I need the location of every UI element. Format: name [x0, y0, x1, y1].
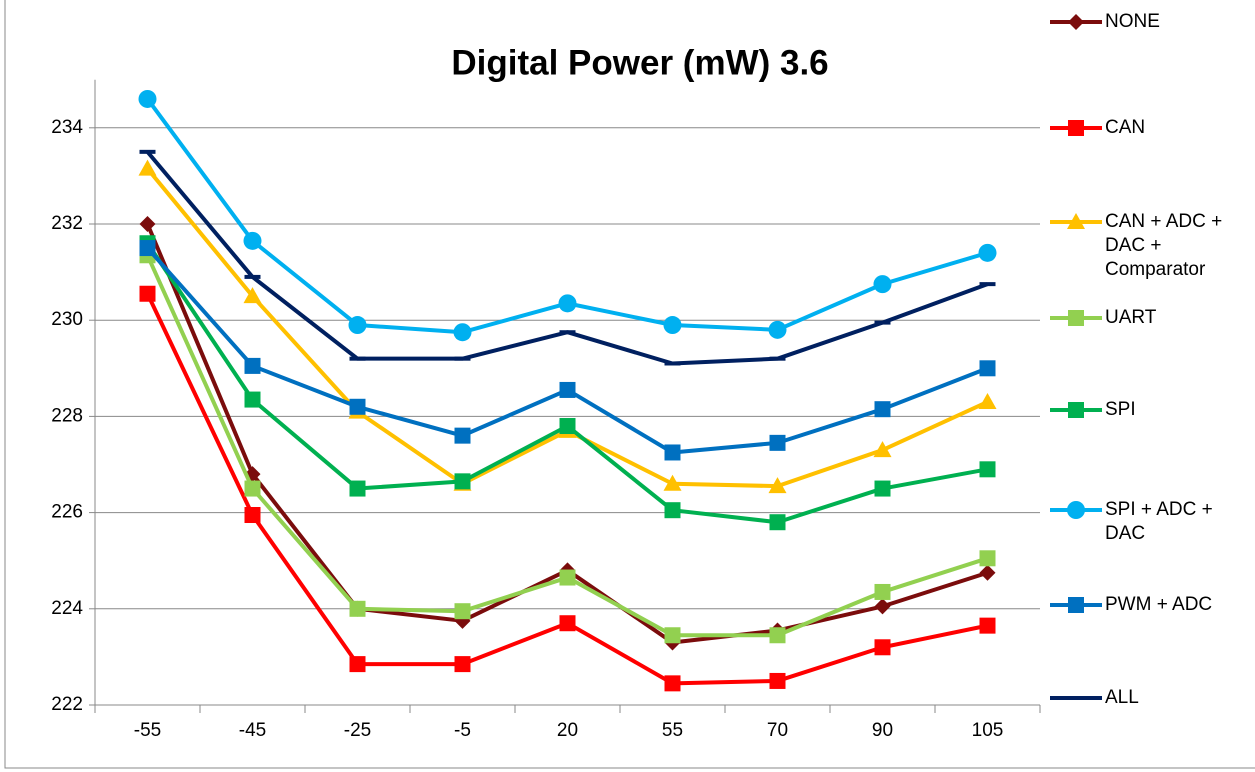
data-point: [454, 356, 471, 361]
data-point: [664, 502, 681, 519]
data-point: [979, 282, 996, 287]
legend-marker: [1068, 310, 1084, 326]
data-point: [349, 600, 366, 617]
data-point: [664, 627, 681, 644]
data-point: [454, 473, 471, 490]
legend-marker: [1068, 402, 1084, 418]
x-tick-label: -55: [134, 720, 161, 741]
frame: [4, 0, 1255, 769]
legend-label: ALL: [1105, 687, 1139, 708]
y-tick-label: 230: [51, 309, 83, 330]
data-point: [874, 320, 891, 325]
series-line: [145, 167, 989, 489]
legend-label: SPI: [1105, 399, 1136, 420]
data-point: [139, 285, 156, 302]
data-point: [244, 480, 261, 497]
data-point: [873, 275, 892, 294]
legend-marker: [1067, 501, 1085, 519]
data-point: [769, 627, 786, 644]
data-point: [244, 391, 261, 408]
data-point: [979, 550, 996, 567]
data-point: [349, 656, 366, 673]
data-point: [244, 274, 261, 279]
data-point: [559, 381, 576, 398]
y-tick-label: 224: [51, 598, 83, 619]
x-tick-label: -45: [239, 720, 266, 741]
data-point: [454, 603, 471, 620]
data-point: [139, 240, 156, 257]
data-point: [138, 89, 157, 108]
y-tick-label: 222: [51, 694, 83, 715]
data-point: [979, 360, 996, 377]
legend-label: CAN: [1105, 117, 1146, 138]
data-point: [348, 316, 367, 335]
data-point: [454, 427, 471, 444]
y-tick-label: 234: [51, 117, 83, 138]
legend-marker: [1068, 120, 1084, 136]
data-point: [874, 639, 891, 656]
y-tick-label: 226: [51, 502, 83, 523]
x-tick-label: -25: [344, 720, 371, 741]
data-point: [244, 507, 261, 524]
data-point: [769, 434, 786, 451]
x-tick-label: 55: [662, 720, 683, 741]
legend-marker: [1068, 14, 1084, 30]
data-point: [349, 398, 366, 415]
data-point: [978, 243, 997, 262]
data-point: [244, 357, 261, 374]
data-point: [243, 231, 262, 250]
y-tick-label: 232: [51, 213, 83, 234]
data-point: [664, 444, 681, 461]
data-point: [559, 418, 576, 435]
legend-label: CAN + ADC + DAC + Comparator: [1105, 211, 1223, 280]
x-tick-label: 70: [767, 720, 788, 741]
data-point: [769, 672, 786, 689]
data-point: [873, 441, 892, 458]
data-point: [559, 569, 576, 586]
data-point: [874, 480, 891, 497]
data-point: [243, 287, 262, 304]
legend-marker: [1067, 213, 1085, 229]
legend-marker: [1068, 597, 1084, 613]
legend-label: PWM + ADC: [1105, 594, 1213, 615]
legend-label: SPI + ADC + DAC: [1105, 499, 1213, 544]
y-tick-label: 228: [51, 405, 83, 426]
legend-label: UART: [1105, 307, 1157, 328]
data-point: [874, 583, 891, 600]
data-point: [349, 480, 366, 497]
data-point: [979, 461, 996, 478]
chart-title: Digital Power (mW) 3.6: [451, 43, 828, 82]
data-point: [559, 330, 576, 335]
data-point: [138, 159, 157, 176]
x-tick-label: 105: [972, 720, 1004, 741]
data-point: [979, 617, 996, 634]
data-point: [663, 316, 682, 335]
x-tick-label: 20: [557, 720, 578, 741]
data-point: [769, 356, 786, 361]
data-point: [453, 323, 472, 342]
data-point: [139, 216, 156, 232]
data-point: [454, 656, 471, 673]
legend-label: NONE: [1105, 11, 1160, 32]
data-point: [349, 356, 366, 361]
data-point: [979, 564, 996, 581]
data-point: [139, 149, 156, 154]
data-point: [664, 675, 681, 692]
data-point: [663, 474, 682, 491]
data-point: [664, 361, 681, 366]
data-point: [768, 477, 787, 494]
x-tick-label: 90: [872, 720, 893, 741]
x-tick-label: -5: [454, 720, 471, 741]
data-point: [558, 294, 577, 313]
data-point: [559, 615, 576, 632]
data-point: [978, 392, 997, 409]
data-point: [768, 320, 787, 339]
data-point: [769, 514, 786, 531]
data-point: [874, 401, 891, 418]
data-point: [874, 598, 891, 615]
